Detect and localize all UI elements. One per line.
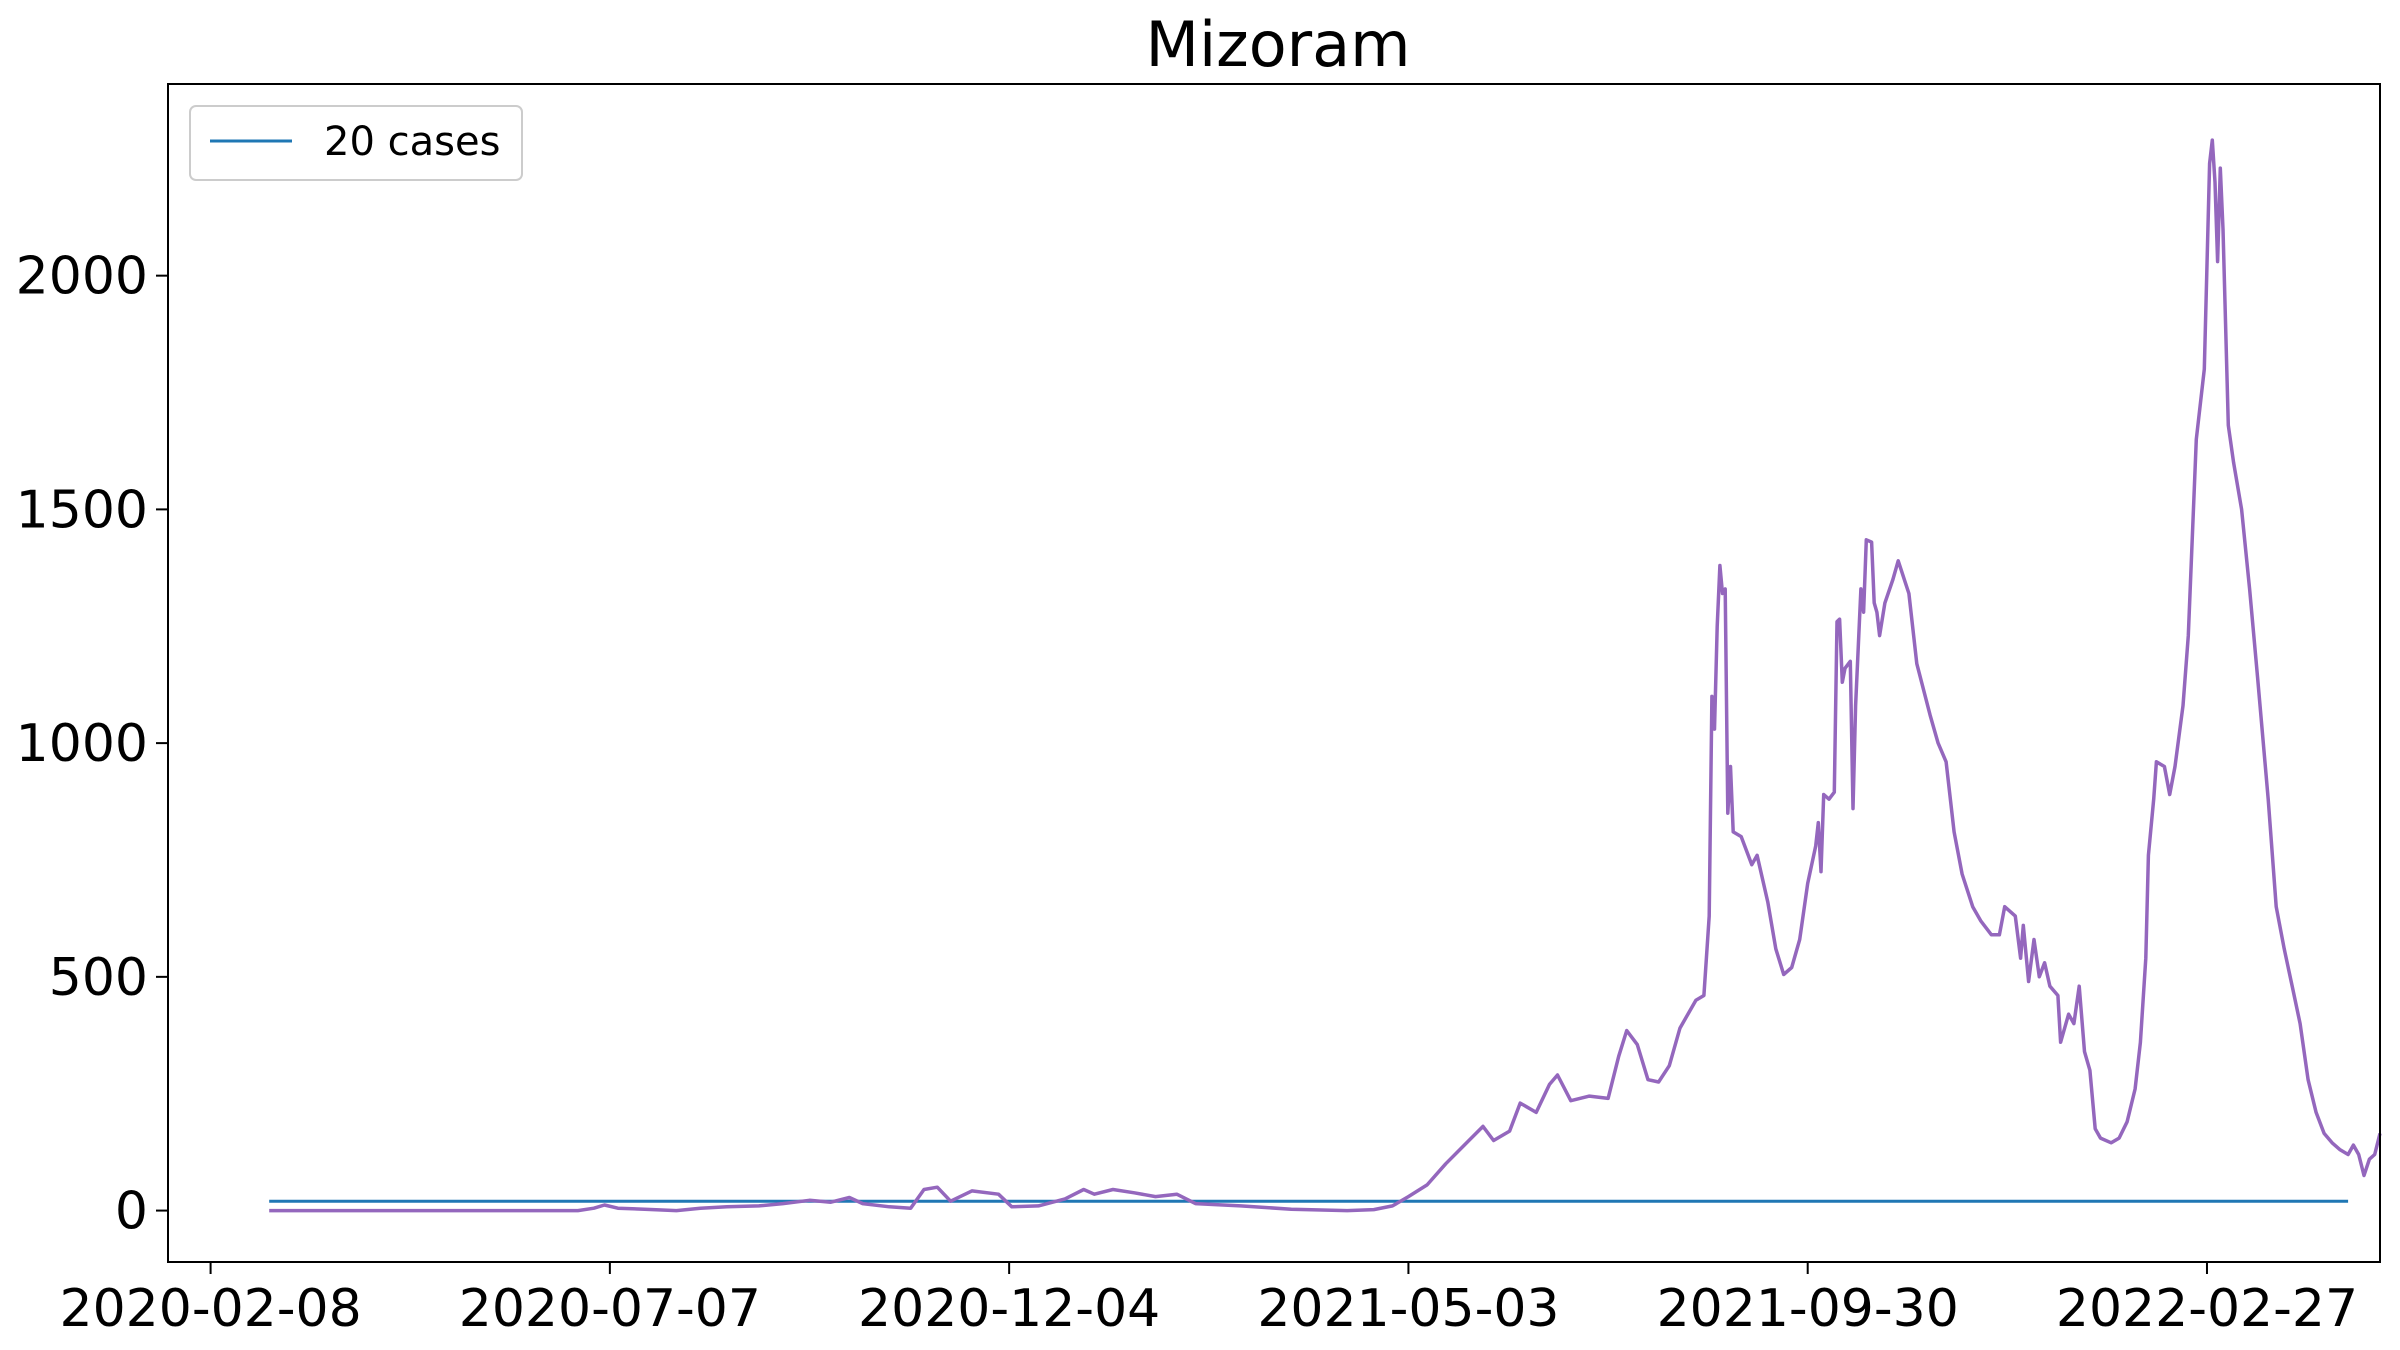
y-tick-label: 1500	[16, 480, 148, 540]
legend-box	[189, 105, 523, 181]
x-tick-label: 2020-12-04	[858, 1279, 1160, 1339]
chart-title: Mizoram	[1145, 8, 1410, 81]
x-tick-label: 2021-09-30	[1657, 1279, 1959, 1339]
x-tick-label: 2020-02-08	[59, 1279, 361, 1339]
plot-area	[269, 138, 2382, 1213]
x-axis: 2020-02-08 2020-07-07 2020-12-04 2021-05-03…	[59, 1262, 2358, 1339]
y-tick-label: 0	[115, 1182, 148, 1242]
x-tick-label: 2021-05-03	[1257, 1279, 1559, 1339]
plot-frame	[167, 83, 2381, 1263]
y-tick-label: 1000	[16, 714, 148, 774]
series-line-cases	[269, 138, 2382, 1213]
legend-label: 20 cases	[324, 119, 500, 165]
legend: 20 cases	[189, 105, 523, 181]
x-tick-label: 2020-07-07	[459, 1279, 761, 1339]
y-axis: 0 500 1000 1500 2000	[16, 247, 168, 1242]
y-tick-label: 2000	[16, 247, 148, 307]
x-tick-label: 2022-02-27	[2056, 1279, 2358, 1339]
y-tick-label: 500	[49, 948, 148, 1008]
